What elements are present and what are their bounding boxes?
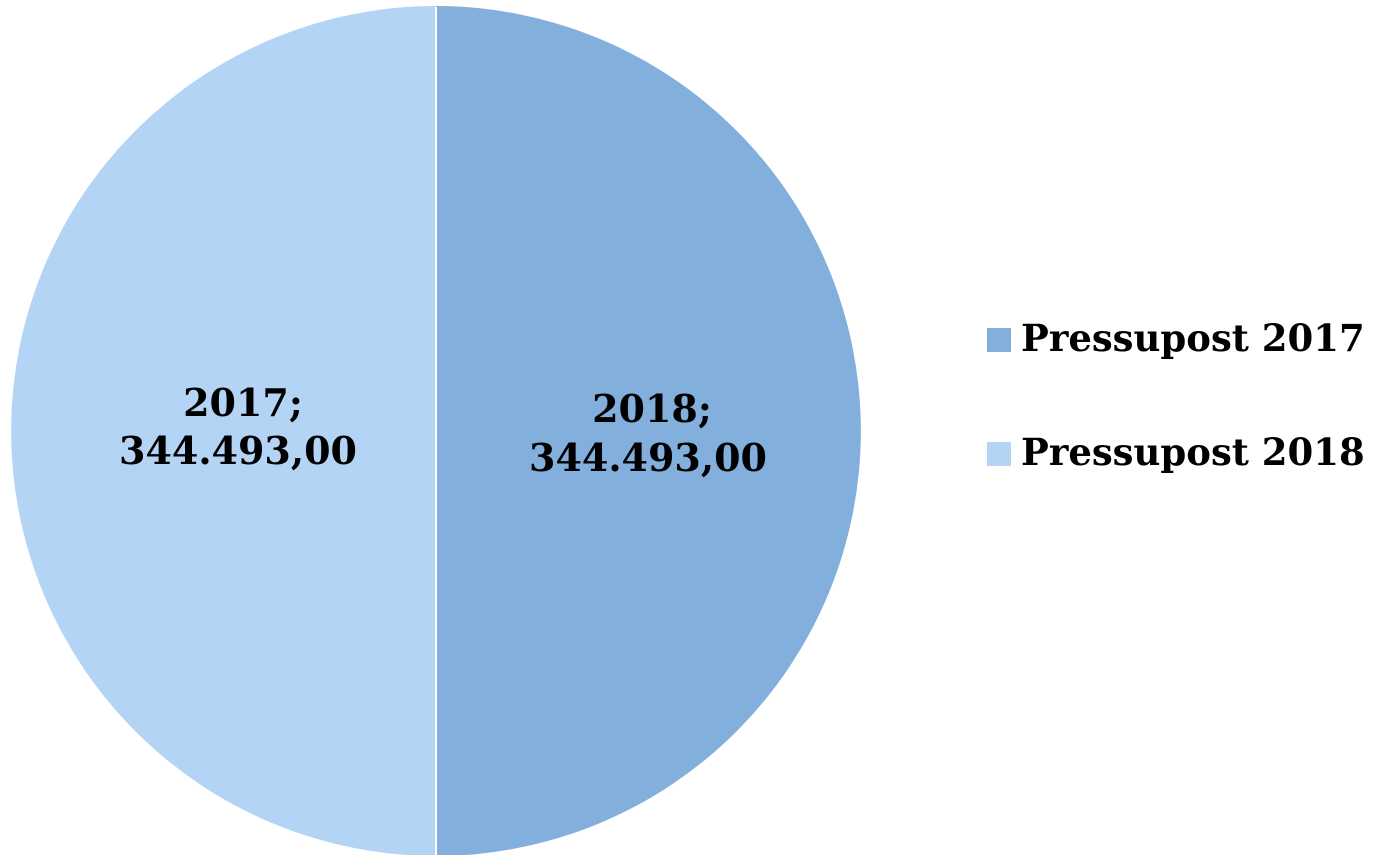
pie-slices [11, 6, 861, 855]
slice-label-2018-year: 2018; [592, 386, 712, 431]
legend: Pressupost 2017 Pressupost 2018 [987, 316, 1365, 474]
pie-slice-2017 [11, 6, 436, 855]
legend-swatch-2018 [987, 442, 1011, 466]
legend-swatch-2017 [987, 328, 1011, 352]
slice-label-2018-value: 344.493,00 [529, 435, 767, 480]
legend-label-2018: Pressupost 2018 [1021, 430, 1365, 474]
slice-label-2017-year: 2017; [183, 380, 303, 425]
slice-label-2017-value: 344.493,00 [119, 428, 357, 473]
legend-label-2017: Pressupost 2017 [1021, 316, 1365, 360]
pie-slice-2018 [436, 6, 861, 855]
